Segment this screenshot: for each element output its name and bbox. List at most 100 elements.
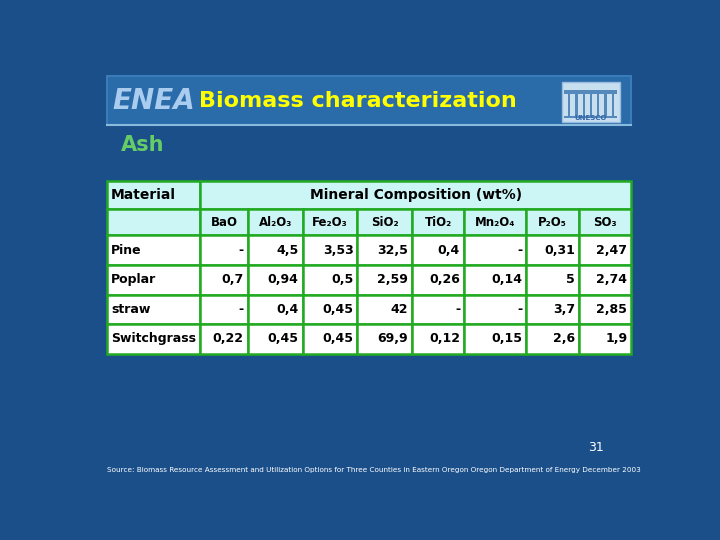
Text: -: - xyxy=(455,303,460,316)
Text: 2,47: 2,47 xyxy=(596,244,627,256)
Bar xyxy=(579,210,631,235)
Text: 0,14: 0,14 xyxy=(492,273,523,286)
Text: 0,22: 0,22 xyxy=(213,333,244,346)
Text: BaO: BaO xyxy=(210,216,238,229)
Text: 3,7: 3,7 xyxy=(553,303,575,316)
Text: 0,12: 0,12 xyxy=(429,333,460,346)
Text: TiO₂: TiO₂ xyxy=(424,216,451,229)
Bar xyxy=(302,235,357,265)
Text: SiO₂: SiO₂ xyxy=(371,216,399,229)
Text: -: - xyxy=(518,303,523,316)
Text: 0,45: 0,45 xyxy=(323,333,354,346)
Text: 0,4: 0,4 xyxy=(276,303,299,316)
Bar xyxy=(564,116,617,118)
Bar xyxy=(412,235,464,265)
Text: 3,53: 3,53 xyxy=(323,244,354,256)
Text: 2,59: 2,59 xyxy=(377,273,408,286)
Bar xyxy=(575,94,577,117)
Text: 0,45: 0,45 xyxy=(268,333,299,346)
Text: -: - xyxy=(239,244,244,256)
Bar xyxy=(248,235,302,265)
Bar xyxy=(357,210,412,235)
Bar xyxy=(200,210,248,235)
Bar xyxy=(464,265,526,294)
Bar xyxy=(412,210,464,235)
Bar xyxy=(605,94,607,117)
Bar xyxy=(590,94,593,117)
Text: 1,9: 1,9 xyxy=(606,333,627,346)
Bar xyxy=(412,265,464,294)
Bar xyxy=(200,294,248,324)
Text: straw: straw xyxy=(111,303,150,316)
Bar xyxy=(107,324,200,354)
Text: UNESCO: UNESCO xyxy=(575,114,607,120)
Bar xyxy=(302,210,357,235)
Text: 31: 31 xyxy=(588,441,603,454)
Bar xyxy=(107,210,200,235)
Bar xyxy=(107,265,200,294)
Bar xyxy=(579,324,631,354)
Bar xyxy=(464,210,526,235)
Bar xyxy=(526,265,579,294)
Bar xyxy=(107,181,200,210)
Text: 0,94: 0,94 xyxy=(268,273,299,286)
Bar xyxy=(200,235,248,265)
Bar xyxy=(302,265,357,294)
Text: Mn₂O₄: Mn₂O₄ xyxy=(475,216,516,229)
Text: SO₃: SO₃ xyxy=(593,216,617,229)
Text: 4,5: 4,5 xyxy=(276,244,299,256)
Text: 5: 5 xyxy=(566,273,575,286)
Bar xyxy=(526,210,579,235)
Text: -: - xyxy=(239,303,244,316)
Text: Material: Material xyxy=(111,188,176,202)
Text: Ash: Ash xyxy=(121,134,164,154)
Text: 0,5: 0,5 xyxy=(331,273,354,286)
Bar xyxy=(248,210,302,235)
Bar xyxy=(464,294,526,324)
Bar xyxy=(107,76,631,125)
Text: Switchgrass: Switchgrass xyxy=(111,333,197,346)
Text: -: - xyxy=(518,244,523,256)
Bar xyxy=(597,94,600,117)
Text: 0,7: 0,7 xyxy=(222,273,244,286)
Bar xyxy=(564,90,617,94)
Text: 0,31: 0,31 xyxy=(544,244,575,256)
Text: Pine: Pine xyxy=(111,244,142,256)
Bar xyxy=(248,265,302,294)
Bar xyxy=(248,324,302,354)
Bar xyxy=(248,294,302,324)
Text: 0,4: 0,4 xyxy=(438,244,460,256)
Bar xyxy=(357,235,412,265)
Bar xyxy=(464,324,526,354)
Bar xyxy=(582,94,585,117)
Bar xyxy=(579,294,631,324)
Bar xyxy=(612,94,614,117)
Bar xyxy=(200,181,631,210)
Text: 0,45: 0,45 xyxy=(323,303,354,316)
Bar xyxy=(579,235,631,265)
Text: Al₂O₃: Al₂O₃ xyxy=(258,216,292,229)
Text: 0,15: 0,15 xyxy=(492,333,523,346)
Text: Source: Biomass Resource Assessment and Utilization Options for Three Counties i: Source: Biomass Resource Assessment and … xyxy=(107,467,641,473)
Bar xyxy=(526,235,579,265)
Text: P₂O₅: P₂O₅ xyxy=(538,216,567,229)
Bar xyxy=(107,235,200,265)
Text: 69,9: 69,9 xyxy=(377,333,408,346)
Text: 42: 42 xyxy=(391,303,408,316)
Bar xyxy=(200,265,248,294)
Text: Biomass characterization: Biomass characterization xyxy=(199,91,517,111)
Text: 32,5: 32,5 xyxy=(377,244,408,256)
Text: Poplar: Poplar xyxy=(111,273,156,286)
Text: 2,74: 2,74 xyxy=(596,273,627,286)
Text: Mineral Composition (wt%): Mineral Composition (wt%) xyxy=(310,188,522,202)
Bar xyxy=(357,294,412,324)
Bar xyxy=(526,324,579,354)
Bar xyxy=(568,94,570,117)
Bar xyxy=(464,235,526,265)
Bar xyxy=(302,324,357,354)
Bar xyxy=(357,265,412,294)
Bar xyxy=(579,265,631,294)
Bar xyxy=(562,82,620,122)
Bar xyxy=(357,324,412,354)
Bar xyxy=(526,294,579,324)
